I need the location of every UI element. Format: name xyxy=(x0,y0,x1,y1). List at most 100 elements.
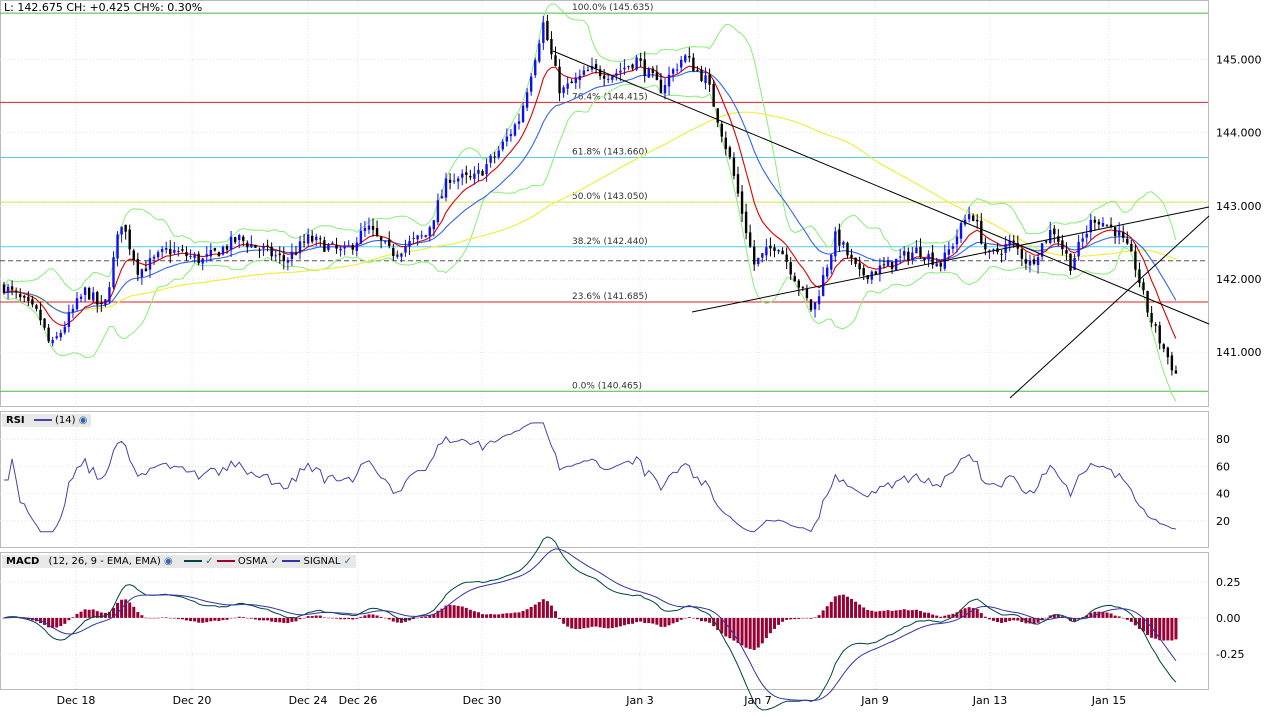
macd-tick-label: 0.25 xyxy=(1216,576,1241,589)
osma-bar xyxy=(1008,617,1012,621)
candle-body xyxy=(1162,344,1165,349)
osma-bar xyxy=(432,613,436,618)
candle-body xyxy=(765,247,768,256)
candle-body xyxy=(201,258,204,264)
osma-bar xyxy=(253,617,257,620)
candle-body xyxy=(128,229,131,250)
osma-bar xyxy=(931,614,935,618)
candle-body xyxy=(935,263,938,267)
osma-bar xyxy=(318,615,322,618)
osma-bar xyxy=(517,612,521,618)
candle-body xyxy=(797,280,801,288)
osma-bar xyxy=(882,610,886,618)
candle-body xyxy=(489,155,492,163)
osma-bar xyxy=(833,596,837,618)
candle-body xyxy=(290,251,294,260)
osma-bar xyxy=(1073,617,1077,622)
candle-body xyxy=(777,249,780,252)
osma-bar xyxy=(821,610,825,618)
osma-bar xyxy=(217,617,221,622)
candle-body xyxy=(331,242,334,244)
osma-bar xyxy=(975,609,979,618)
candle-body xyxy=(554,55,557,66)
candle-body xyxy=(35,305,38,309)
candle-body xyxy=(1174,370,1178,374)
candle-body xyxy=(550,39,553,55)
candle-body xyxy=(371,225,375,230)
osma-bar xyxy=(420,616,424,618)
candle-body xyxy=(834,231,837,257)
osma-check-icon[interactable]: ✓ xyxy=(270,556,280,567)
candle-body xyxy=(363,227,367,232)
osma-bar xyxy=(1129,617,1133,622)
bollinger-lower xyxy=(3,84,1177,402)
osma-bar xyxy=(1064,617,1068,619)
candle-body xyxy=(643,59,646,76)
candle-body xyxy=(408,240,411,247)
osma-bar xyxy=(862,607,866,618)
osma-bar xyxy=(647,617,651,624)
osma-bar xyxy=(513,612,517,618)
osma-bar xyxy=(290,617,294,622)
rsi-line xyxy=(4,422,1176,533)
macd-line-swatch xyxy=(183,560,202,562)
osma-bar xyxy=(168,617,172,619)
osma-bar xyxy=(136,612,140,618)
signal-check-icon[interactable]: ✓ xyxy=(343,556,352,567)
candle-body xyxy=(396,254,399,257)
candle-body xyxy=(663,84,667,94)
candle-body xyxy=(736,174,740,194)
candle-body xyxy=(493,156,496,158)
fib-level-label: 100.0% (145.635) xyxy=(572,3,653,13)
osma-label: OSMA xyxy=(237,556,268,567)
rsi-settings-icon[interactable]: ◉ xyxy=(78,415,88,426)
candle-body xyxy=(452,180,456,182)
osma-bar xyxy=(841,594,845,618)
osma-bar xyxy=(294,617,298,622)
candle-body xyxy=(140,269,144,277)
candle-body xyxy=(92,292,95,301)
macd-check-icon[interactable]: ✓ xyxy=(205,556,214,567)
candle-body xyxy=(1093,219,1097,223)
osma-bar xyxy=(306,616,310,618)
candle-body xyxy=(116,234,119,259)
osma-bar xyxy=(914,609,918,618)
candle-body xyxy=(923,258,926,261)
osma-bar xyxy=(764,617,768,639)
candle-body xyxy=(639,58,642,61)
osma-bar xyxy=(111,607,115,618)
osma-bar xyxy=(1109,613,1113,618)
osma-bar xyxy=(99,612,103,618)
osma-bar xyxy=(643,617,647,624)
candle-body xyxy=(1105,224,1109,226)
macd-settings-icon[interactable]: ◉ xyxy=(163,556,173,567)
osma-bar xyxy=(1105,612,1109,618)
macd-params: (12, 26, 9 - EMA, EMA) xyxy=(48,556,161,567)
candle-body xyxy=(173,249,176,253)
candle-body xyxy=(898,256,902,258)
osma-bar xyxy=(1166,617,1170,641)
candle-body xyxy=(1158,325,1161,344)
candle-body xyxy=(959,222,963,239)
candle-body xyxy=(886,260,890,266)
osma-bar xyxy=(898,609,902,618)
candle-body xyxy=(947,249,951,255)
candle-body xyxy=(319,238,322,240)
osma-bar xyxy=(1036,617,1040,623)
osma-bar xyxy=(545,601,549,618)
osma-bar xyxy=(286,617,290,624)
candle-body xyxy=(14,290,18,293)
candle-body xyxy=(436,200,440,223)
candle-body xyxy=(1085,233,1088,238)
osma-bar xyxy=(164,617,168,618)
candle-body xyxy=(112,257,115,288)
osma-bar xyxy=(675,617,679,622)
osma-bar xyxy=(493,614,497,618)
candle-body xyxy=(984,244,987,250)
x-tick-label: Jan 13 xyxy=(972,694,1007,707)
osma-bar xyxy=(574,617,578,629)
candle-body xyxy=(1049,230,1052,244)
candle-body xyxy=(1089,219,1092,233)
osma-bar xyxy=(302,617,306,619)
